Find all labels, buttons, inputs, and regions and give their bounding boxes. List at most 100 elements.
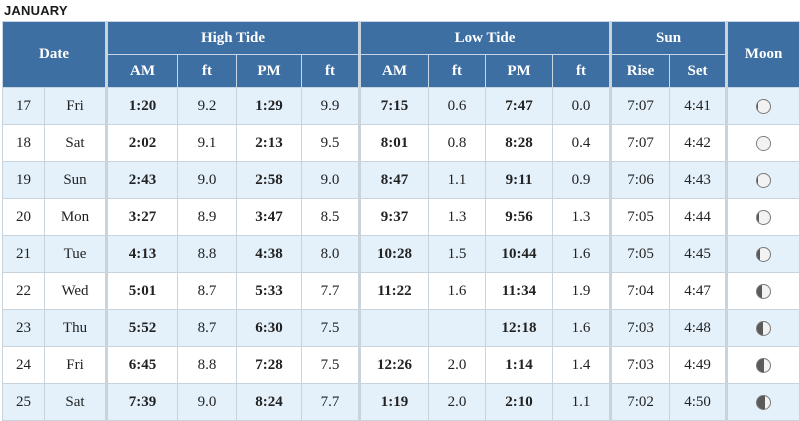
low-pm-cell: 2:10 xyxy=(485,383,553,421)
high-pm-ft-cell: 9.9 xyxy=(301,87,361,125)
low-am-ft-cell: 0.6 xyxy=(428,87,486,125)
high-am-ft-cell: 9.0 xyxy=(177,161,237,199)
last-quarter-moon-icon xyxy=(756,320,772,336)
month-title: JANUARY xyxy=(4,3,68,18)
low-am-cell: 12:26 xyxy=(359,346,429,384)
low-pm-cell: 10:44 xyxy=(485,235,553,273)
low-tide-header: Low Tide xyxy=(358,21,613,55)
date-header: Date xyxy=(2,21,108,88)
moon-cell xyxy=(726,161,800,199)
table-row: 21 Tue 4:13 8.8 4:38 8.0 10:28 1.5 10:44… xyxy=(2,235,800,273)
sunrise-cell: 7:03 xyxy=(610,346,671,384)
moon-cell xyxy=(726,235,800,273)
low-am-ft-cell: 0.8 xyxy=(428,124,486,162)
low-pm-cell: 7:47 xyxy=(485,87,553,125)
day-cell: 17 xyxy=(2,87,45,125)
high-am-cell: 2:43 xyxy=(106,161,178,199)
high-pm-cell: 1:29 xyxy=(236,87,302,125)
high-pm-ft-cell: 8.0 xyxy=(301,235,361,273)
high-pm-cell: 7:28 xyxy=(236,346,302,384)
sunrise-header: Rise xyxy=(610,54,671,88)
moon-cell xyxy=(726,272,800,310)
sunrise-cell: 7:07 xyxy=(610,124,671,162)
weekday-cell: Fri xyxy=(44,87,108,125)
high-am-ft-cell: 9.2 xyxy=(177,87,237,125)
high-am-cell: 5:52 xyxy=(106,309,178,347)
table-row: 25 Sat 7:39 9.0 8:24 7.7 1:19 2.0 2:10 1… xyxy=(2,383,800,421)
high-am-cell: 5:01 xyxy=(106,272,178,310)
low-pm-cell: 11:34 xyxy=(485,272,553,310)
low-am-ft-cell: 1.1 xyxy=(428,161,486,199)
sunset-cell: 4:49 xyxy=(669,346,729,384)
low-pm-ft-cell: 1.3 xyxy=(551,198,613,236)
low-am-ft-header: ft xyxy=(428,54,486,88)
high-am-ft-cell: 9.0 xyxy=(177,383,237,421)
sunrise-cell: 7:02 xyxy=(610,383,671,421)
high-am-cell: 1:20 xyxy=(106,87,178,125)
sunset-cell: 4:41 xyxy=(669,87,729,125)
weekday-cell: Tue xyxy=(44,235,108,273)
low-am-cell: 8:47 xyxy=(359,161,429,199)
low-pm-ft-cell: 1.6 xyxy=(551,235,613,273)
low-am-cell: 9:37 xyxy=(359,198,429,236)
high-am-ft-cell: 8.7 xyxy=(177,272,237,310)
low-pm-cell: 12:18 xyxy=(485,309,553,347)
low-am-cell: 8:01 xyxy=(359,124,429,162)
day-cell: 18 xyxy=(2,124,45,162)
weekday-cell: Fri xyxy=(44,346,108,384)
waning-gibbous-moon-icon xyxy=(756,246,772,262)
high-pm-cell: 2:58 xyxy=(236,161,302,199)
high-am-ft-cell: 8.8 xyxy=(177,235,237,273)
table-row: 17 Fri 1:20 9.2 1:29 9.9 7:15 0.6 7:47 0… xyxy=(2,87,800,125)
weekday-cell: Sat xyxy=(44,124,108,162)
table-row: 20 Mon 3:27 8.9 3:47 8.5 9:37 1.3 9:56 1… xyxy=(2,198,800,236)
day-cell: 25 xyxy=(2,383,45,421)
high-am-cell: 3:27 xyxy=(106,198,178,236)
low-pm-cell: 9:11 xyxy=(485,161,553,199)
low-am-cell: 7:15 xyxy=(359,87,429,125)
high-pm-ft-cell: 9.5 xyxy=(301,124,361,162)
weekday-cell: Mon xyxy=(44,198,108,236)
low-am-cell: 11:22 xyxy=(359,272,429,310)
high-pm-cell: 6:30 xyxy=(236,309,302,347)
low-pm-cell: 1:14 xyxy=(485,346,553,384)
waning-crescent-moon-icon xyxy=(756,394,772,410)
high-pm-cell: 8:24 xyxy=(236,383,302,421)
day-cell: 19 xyxy=(2,161,45,199)
high-am-ft-cell: 8.8 xyxy=(177,346,237,384)
moon-cell xyxy=(726,124,800,162)
sunset-header: Set xyxy=(669,54,729,88)
high-pm-ft-cell: 7.7 xyxy=(301,383,361,421)
weekday-cell: Sun xyxy=(44,161,108,199)
sunrise-cell: 7:05 xyxy=(610,235,671,273)
waxing-gibbous-moon-icon xyxy=(756,98,772,114)
weekday-cell: Wed xyxy=(44,272,108,310)
moon-cell xyxy=(726,383,800,421)
high-pm-header: PM xyxy=(236,54,302,88)
table-row: 19 Sun 2:43 9.0 2:58 9.0 8:47 1.1 9:11 0… xyxy=(2,161,800,199)
moon-header: Moon xyxy=(726,21,800,88)
sunset-cell: 4:42 xyxy=(669,124,729,162)
sunset-cell: 4:48 xyxy=(669,309,729,347)
low-am-ft-cell: 1.5 xyxy=(428,235,486,273)
weekday-cell: Thu xyxy=(44,309,108,347)
low-am-cell xyxy=(359,309,429,347)
high-am-header: AM xyxy=(106,54,178,88)
moon-cell xyxy=(726,309,800,347)
low-am-header: AM xyxy=(359,54,429,88)
day-cell: 24 xyxy=(2,346,45,384)
sunset-cell: 4:45 xyxy=(669,235,729,273)
high-pm-ft-cell: 7.7 xyxy=(301,272,361,310)
table-row: 23 Thu 5:52 8.7 6:30 7.5 12:18 1.6 7:03 … xyxy=(2,309,800,347)
moon-cell xyxy=(726,198,800,236)
low-pm-ft-cell: 1.1 xyxy=(551,383,613,421)
low-pm-ft-cell: 1.4 xyxy=(551,346,613,384)
sunrise-cell: 7:03 xyxy=(610,309,671,347)
sun-header: Sun xyxy=(610,21,729,55)
low-am-ft-cell xyxy=(428,309,486,347)
high-pm-cell: 2:13 xyxy=(236,124,302,162)
low-pm-cell: 8:28 xyxy=(485,124,553,162)
sunrise-cell: 7:05 xyxy=(610,198,671,236)
high-pm-ft-cell: 8.5 xyxy=(301,198,361,236)
sunrise-cell: 7:04 xyxy=(610,272,671,310)
